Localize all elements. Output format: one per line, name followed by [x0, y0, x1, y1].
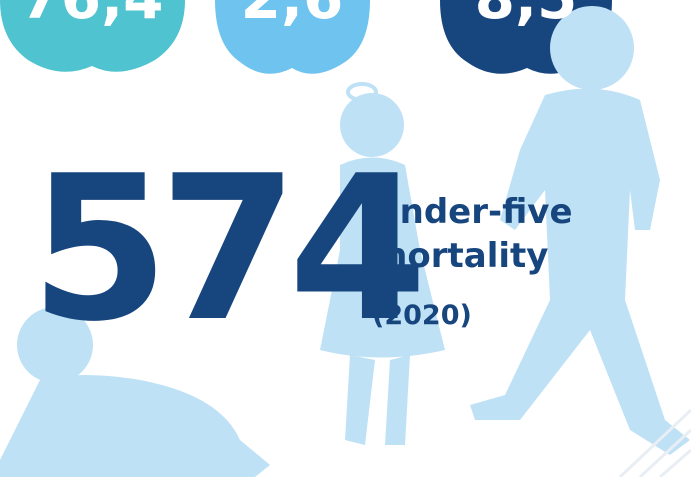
decor-stripes	[618, 408, 691, 477]
highlight-year: (2020)	[372, 300, 472, 331]
stat-blob	[215, 0, 370, 74]
stat-value: 8,5	[431, 0, 621, 32]
child-silhouettes	[0, 6, 690, 477]
highlight-label: Under-five mortality	[372, 192, 573, 276]
stat-blob	[0, 0, 185, 72]
highlight-value: 574	[30, 133, 427, 366]
stat-value: 76,4	[0, 0, 187, 32]
stat-value: 2,6	[197, 0, 387, 32]
